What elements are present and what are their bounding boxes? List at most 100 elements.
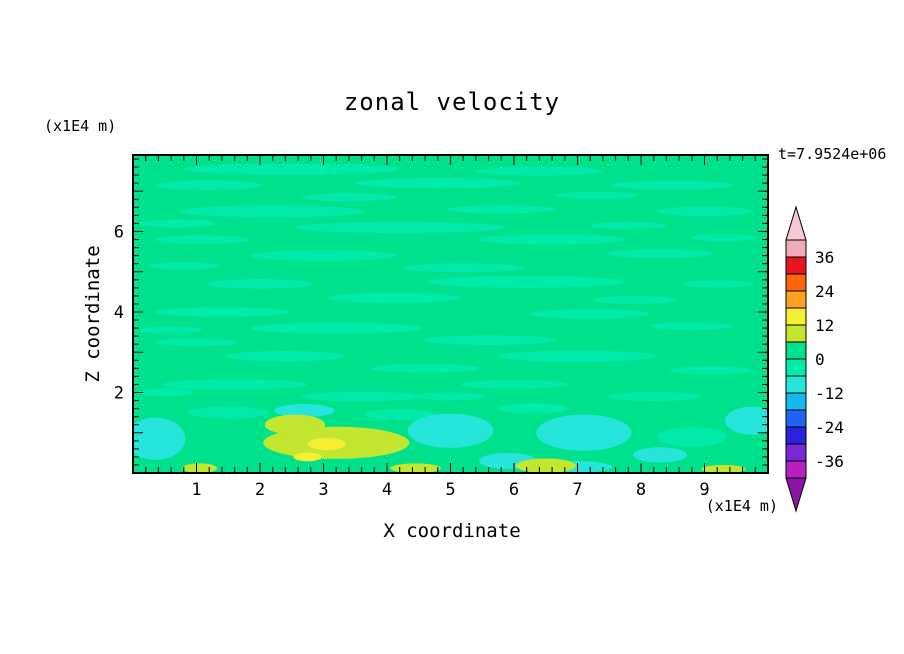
streak-blob xyxy=(421,335,556,345)
streak-blob xyxy=(428,275,626,288)
patch-blob xyxy=(536,414,632,451)
x-tick-label: 3 xyxy=(318,480,328,500)
colorbar-tick-label: 12 xyxy=(815,316,834,335)
colorbar: 36 24 12 0 -12 -24 -36 xyxy=(785,205,844,513)
patch-blob xyxy=(701,464,746,473)
colorbar-tick-label: 0 xyxy=(815,350,825,369)
colorbar-segment xyxy=(785,341,807,360)
x-axis-title: X coordinate xyxy=(383,520,521,542)
patch-blob xyxy=(274,404,335,418)
x-tick-label: 8 xyxy=(636,480,646,500)
streak-blob xyxy=(326,292,461,304)
streak-blob xyxy=(186,406,270,419)
x-tick-label: 1 xyxy=(191,480,201,500)
streak-blob xyxy=(148,262,219,270)
streak-blob xyxy=(139,219,216,228)
streak-blob xyxy=(606,249,715,259)
x-tick-label: 2 xyxy=(255,480,265,500)
streak-blob xyxy=(161,379,308,390)
streak-blob xyxy=(371,363,480,373)
streak-blob xyxy=(301,391,422,402)
streak-blob xyxy=(139,326,203,334)
streak-blob xyxy=(682,280,753,288)
streak-blob xyxy=(294,221,505,234)
patch-blob xyxy=(390,463,441,473)
streak-blob xyxy=(656,426,727,447)
streak-blob xyxy=(447,205,556,214)
patch-blob xyxy=(725,406,768,435)
y-axis-units-label: (x1E4 m) xyxy=(44,117,117,135)
streak-blob xyxy=(475,166,603,176)
x-tick-label: 9 xyxy=(699,480,709,500)
x-tick-label: 6 xyxy=(509,480,519,500)
streak-blob xyxy=(415,392,486,401)
chart-title: zonal velocity xyxy=(343,88,561,116)
colorbar-segment xyxy=(785,375,807,394)
time-annotation: t=7.9524e+06 xyxy=(778,145,887,163)
colorbar-segment xyxy=(785,256,807,275)
y-tick-label: 6 xyxy=(114,222,124,242)
streak-blob xyxy=(555,191,638,199)
streak-blob xyxy=(355,177,521,189)
x-axis-units-label: (x1E4 m) xyxy=(705,497,778,515)
streak-blob xyxy=(479,234,626,245)
streak-blob xyxy=(136,388,194,397)
contour-field xyxy=(133,155,768,473)
colorbar-segment xyxy=(785,443,807,462)
streak-blob xyxy=(155,235,251,244)
streak-blob xyxy=(691,233,756,242)
colorbar-segment xyxy=(785,426,807,445)
colorbar-segment xyxy=(785,358,807,377)
colorbar-arrow-up xyxy=(785,205,807,241)
x-tick-label: 7 xyxy=(572,480,582,500)
y-tick-label: 2 xyxy=(114,383,124,403)
colorbar-segment xyxy=(785,239,807,258)
streak-blob xyxy=(155,307,289,317)
contour-plot: 1 2 3 4 5 6 7 8 9 2 4 6 xyxy=(114,154,769,500)
colorbar-segment xyxy=(785,307,807,326)
streak-blob xyxy=(155,338,238,347)
streak-blob xyxy=(460,380,568,389)
colorbar-segment xyxy=(785,409,807,428)
streak-blob xyxy=(402,263,524,273)
patch-blob xyxy=(293,452,322,462)
streak-blob xyxy=(155,180,264,191)
colorbar-tick-label: 24 xyxy=(815,282,834,301)
patch-blob xyxy=(182,463,218,473)
streak-blob xyxy=(606,392,702,401)
y-axis-title: Z coordinate xyxy=(82,245,104,383)
colorbar-segment xyxy=(785,392,807,411)
colorbar-segment xyxy=(785,273,807,292)
colorbar-arrow-down xyxy=(785,477,807,513)
streak-blob xyxy=(206,278,314,289)
plot-frame xyxy=(132,154,769,474)
streak-blob xyxy=(498,403,568,414)
streak-blob xyxy=(250,322,422,334)
streak-blob xyxy=(364,408,435,421)
streak-blob xyxy=(656,206,753,217)
streak-blob xyxy=(225,351,346,362)
axis-ticks xyxy=(134,156,767,472)
patch-blob xyxy=(264,414,326,435)
colorbar-tick-label: 36 xyxy=(815,248,834,267)
patch-blob xyxy=(515,458,576,473)
y-tick-label: 4 xyxy=(114,303,124,323)
streak-blob xyxy=(498,350,657,362)
colorbar-segment xyxy=(785,290,807,309)
streak-blob xyxy=(529,309,651,319)
patch-blob xyxy=(133,417,186,460)
streak-blob xyxy=(669,366,753,375)
colorbar-segment xyxy=(785,324,807,343)
streak-blob xyxy=(250,249,397,262)
streak-blob xyxy=(301,193,397,202)
streak-blob xyxy=(180,205,365,218)
streak-blob xyxy=(650,322,734,331)
patch-blob xyxy=(633,447,688,463)
streak-blob xyxy=(612,180,734,190)
colorbar-segment xyxy=(785,460,807,479)
colorbar-tick-label: -36 xyxy=(815,452,844,471)
patch-blob xyxy=(407,413,494,448)
streak-blob xyxy=(593,295,676,304)
streak-blob xyxy=(590,221,667,230)
